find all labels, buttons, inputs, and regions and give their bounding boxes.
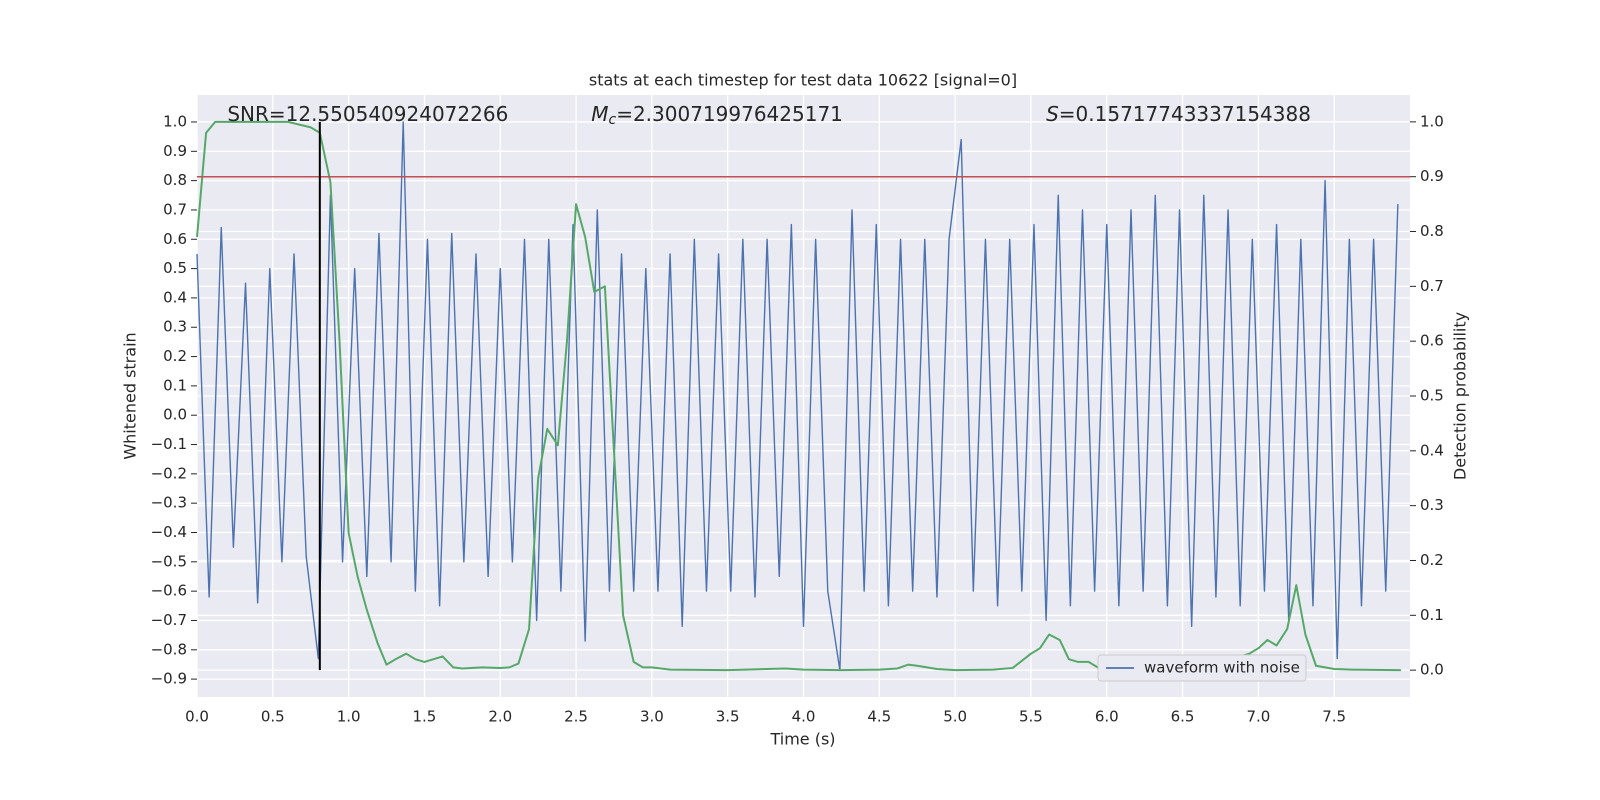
y-tick-label: −0.3 bbox=[151, 494, 187, 512]
y-tick-label: 0.6 bbox=[163, 230, 187, 248]
y-tick-label: −0.2 bbox=[151, 464, 187, 482]
y-tick-label: −0.4 bbox=[151, 523, 187, 541]
x-tick-label: 2.0 bbox=[488, 708, 512, 726]
annotation-text: =0.15717743337154388 bbox=[1059, 102, 1311, 126]
annotation-symbol: M bbox=[591, 102, 608, 126]
y-tick-label: 0.9 bbox=[163, 142, 187, 160]
x-tick-label: 5.5 bbox=[1019, 708, 1043, 726]
y-tick-label: 0.7 bbox=[163, 200, 187, 218]
y-axis-label: Whitened strain bbox=[121, 332, 140, 459]
y-tick-label: −0.9 bbox=[151, 670, 187, 688]
y-tick-label: −0.6 bbox=[151, 582, 187, 600]
y-tick-label: 1.0 bbox=[163, 112, 187, 130]
x-tick-label: 4.5 bbox=[867, 708, 891, 726]
x-tick-label: 4.0 bbox=[792, 708, 816, 726]
x-tick-label: 3.5 bbox=[716, 708, 740, 726]
y2-tick-label: 0.0 bbox=[1420, 661, 1444, 679]
y2-tick-label: 0.2 bbox=[1420, 551, 1444, 569]
y2-tick-label: 0.5 bbox=[1420, 387, 1444, 405]
y2-tick-label: 0.6 bbox=[1420, 332, 1444, 350]
annotation: SNR=12.550540924072266 bbox=[227, 102, 508, 126]
y2-tick-label: 0.9 bbox=[1420, 167, 1444, 185]
y2-tick-label: 0.8 bbox=[1420, 222, 1444, 240]
y-tick-label: −0.1 bbox=[151, 435, 187, 453]
annotation-symbol: S bbox=[1046, 102, 1059, 126]
y-tick-label: 0.2 bbox=[163, 347, 187, 365]
x-tick-label: 0.5 bbox=[261, 708, 285, 726]
y2-tick-label: 0.4 bbox=[1420, 441, 1444, 459]
annotation: S=0.15717743337154388 bbox=[1046, 102, 1311, 126]
y2-axis-label: Detection probability bbox=[1451, 312, 1470, 480]
y2-tick-label: 0.3 bbox=[1420, 496, 1444, 514]
x-tick-label: 6.0 bbox=[1095, 708, 1119, 726]
y-tick-label: 0.0 bbox=[163, 406, 187, 424]
y-tick-label: 0.3 bbox=[163, 318, 187, 336]
y-tick-label: −0.7 bbox=[151, 611, 187, 629]
x-tick-label: 1.5 bbox=[413, 708, 437, 726]
annotation-text: SNR=12.550540924072266 bbox=[227, 102, 508, 126]
annotation: Mc=2.300719976425171 bbox=[591, 102, 843, 129]
waveform-line bbox=[196, 121, 1399, 672]
y-tick-label: 0.1 bbox=[163, 376, 187, 394]
y-tick-label: 0.8 bbox=[163, 171, 187, 189]
y-tick-label: −0.5 bbox=[151, 552, 187, 570]
y-tick-label: 0.4 bbox=[163, 288, 187, 306]
y-tick-label: −0.8 bbox=[151, 640, 187, 658]
legend-box bbox=[1097, 654, 1307, 682]
y2-tick-label: 1.0 bbox=[1420, 112, 1444, 130]
y2-tick-label: 0.1 bbox=[1420, 606, 1444, 624]
x-tick-label: 7.0 bbox=[1246, 708, 1270, 726]
x-tick-label: 3.0 bbox=[640, 708, 664, 726]
annotation-subscript: c bbox=[608, 112, 616, 128]
y-tick-label: 0.5 bbox=[163, 259, 187, 277]
x-tick-label: 5.0 bbox=[943, 708, 967, 726]
x-tick-label: 7.5 bbox=[1322, 708, 1346, 726]
x-tick-label: 1.0 bbox=[337, 708, 361, 726]
legend-label: waveform with noise bbox=[1144, 659, 1300, 677]
y2-tick-label: 0.7 bbox=[1420, 277, 1444, 295]
chart-title: stats at each timestep for test data 106… bbox=[589, 71, 1017, 90]
x-axis-label: Time (s) bbox=[769, 730, 835, 749]
x-tick-label: 0.0 bbox=[185, 708, 209, 726]
annotation-text: =2.300719976425171 bbox=[616, 102, 843, 126]
x-tick-label: 6.5 bbox=[1171, 708, 1195, 726]
x-tick-label: 2.5 bbox=[564, 708, 588, 726]
